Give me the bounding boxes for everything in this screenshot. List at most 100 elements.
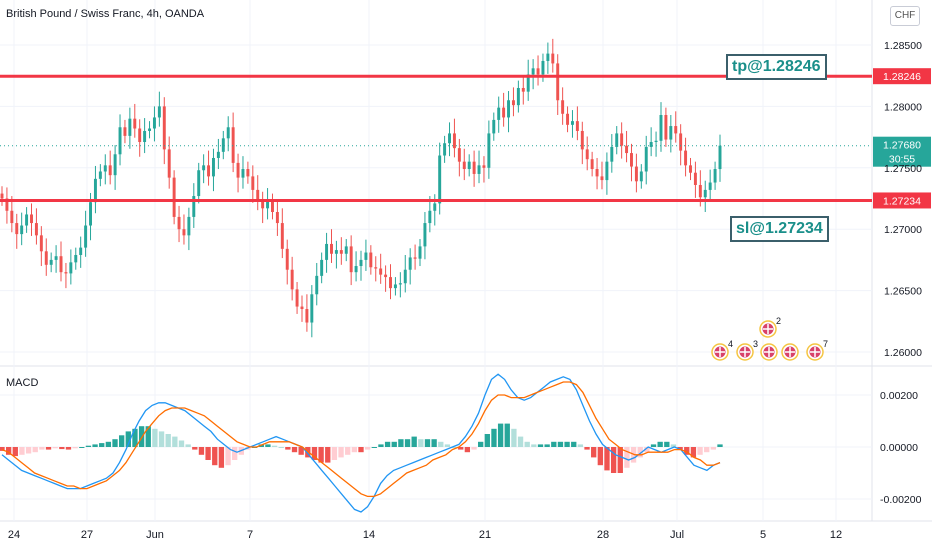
candle-body bbox=[428, 210, 432, 224]
macd-histogram-bar bbox=[677, 447, 683, 450]
macd-histogram-bar bbox=[551, 441, 557, 447]
event-marker-icon[interactable]: 2 bbox=[759, 316, 781, 338]
x-tick-label: 27 bbox=[81, 529, 93, 541]
candle-body bbox=[448, 133, 451, 144]
candle bbox=[516, 80, 520, 113]
macd-line bbox=[1, 373, 721, 513]
candle-body bbox=[526, 74, 530, 92]
candle-body bbox=[339, 250, 343, 254]
candle-body bbox=[221, 138, 225, 152]
candle bbox=[452, 118, 456, 158]
candle bbox=[423, 212, 427, 260]
candle bbox=[187, 207, 191, 251]
macd-y-tick-label: 0.00200 bbox=[880, 390, 918, 402]
candle bbox=[300, 295, 304, 322]
macd-histogram-bar bbox=[384, 441, 391, 447]
candle bbox=[339, 237, 343, 265]
candle-body bbox=[103, 165, 107, 172]
candle-body bbox=[177, 216, 181, 230]
event-marker-icon[interactable]: 4 bbox=[711, 339, 733, 361]
candle bbox=[221, 130, 225, 160]
candle bbox=[654, 131, 658, 157]
candle-body bbox=[546, 53, 550, 61]
candle-body bbox=[354, 266, 358, 273]
candle bbox=[241, 156, 245, 189]
candle-body bbox=[536, 68, 540, 75]
x-tick-label: 24 bbox=[8, 529, 20, 541]
macd-histogram-bar bbox=[458, 447, 464, 450]
macd-histogram-bar bbox=[105, 441, 112, 447]
macd-histogram-bar bbox=[438, 441, 444, 447]
macd-histogram-bar bbox=[358, 447, 364, 453]
macd-histogram-bar bbox=[205, 447, 211, 460]
candle bbox=[634, 153, 638, 193]
y-tick-label: 1.28500 bbox=[884, 40, 922, 52]
candle bbox=[211, 148, 215, 192]
macd-histogram-bar bbox=[391, 441, 397, 447]
candle-body bbox=[20, 225, 24, 235]
candle bbox=[590, 151, 594, 177]
candle-body bbox=[605, 161, 609, 181]
event-marker-icon[interactable] bbox=[781, 343, 799, 361]
marker-count: 2 bbox=[776, 316, 781, 326]
candle bbox=[443, 135, 447, 163]
event-marker-icon[interactable]: 7 bbox=[806, 339, 828, 361]
currency-button[interactable]: CHF bbox=[890, 6, 920, 26]
candle bbox=[718, 134, 722, 182]
candle bbox=[0, 186, 4, 206]
candle bbox=[261, 191, 265, 224]
macd-histogram-bar bbox=[557, 441, 564, 447]
macd-histogram-bar bbox=[371, 447, 377, 448]
candle bbox=[251, 165, 255, 203]
event-marker-icon[interactable] bbox=[760, 343, 778, 361]
macd-histogram-bar bbox=[597, 447, 603, 466]
candle-body bbox=[108, 165, 112, 176]
macd-histogram-bar bbox=[544, 444, 550, 447]
macd-histogram-bar bbox=[132, 428, 138, 447]
sl-annotation[interactable]: sl@1.27234 bbox=[730, 216, 829, 242]
candle-body bbox=[718, 145, 722, 170]
candle bbox=[531, 59, 535, 90]
candle bbox=[521, 76, 525, 105]
candle-body bbox=[669, 126, 673, 140]
candle-body bbox=[320, 259, 324, 276]
candle bbox=[143, 118, 147, 154]
candle-body bbox=[128, 118, 132, 136]
candle bbox=[492, 112, 496, 141]
gridlines bbox=[0, 0, 932, 522]
candle bbox=[374, 256, 378, 282]
candle bbox=[703, 180, 707, 213]
macd-histogram-bar bbox=[145, 426, 151, 447]
candle-body bbox=[600, 176, 604, 181]
candle bbox=[25, 207, 29, 233]
candle-body bbox=[408, 257, 412, 270]
tp-annotation[interactable]: tp@1.28246 bbox=[726, 54, 827, 80]
candle-body bbox=[266, 200, 270, 209]
macd-histogram-bar bbox=[19, 447, 25, 455]
macd-histogram-bar bbox=[265, 444, 271, 447]
candle-body bbox=[0, 193, 4, 199]
candle bbox=[487, 120, 491, 179]
candle-body bbox=[325, 243, 329, 260]
candle bbox=[580, 121, 584, 165]
candle bbox=[669, 114, 673, 153]
macd-histogram-bar bbox=[511, 428, 517, 447]
candle-body bbox=[477, 165, 481, 174]
event-marker-icon[interactable]: 3 bbox=[736, 339, 758, 361]
candle bbox=[502, 92, 506, 127]
macd-histogram-bar bbox=[524, 441, 530, 447]
candle bbox=[438, 142, 442, 215]
candle bbox=[334, 240, 338, 269]
candle-body bbox=[344, 246, 348, 254]
candle-body bbox=[634, 166, 638, 182]
macd-histogram-bar bbox=[571, 441, 577, 447]
candle-body bbox=[684, 150, 688, 166]
candle bbox=[477, 150, 481, 184]
candle bbox=[177, 205, 181, 243]
macd-histogram-bar bbox=[664, 441, 670, 447]
candle bbox=[457, 138, 461, 177]
macd-pane bbox=[0, 373, 723, 513]
macd-histogram-bar bbox=[318, 447, 324, 463]
candle bbox=[93, 165, 97, 214]
